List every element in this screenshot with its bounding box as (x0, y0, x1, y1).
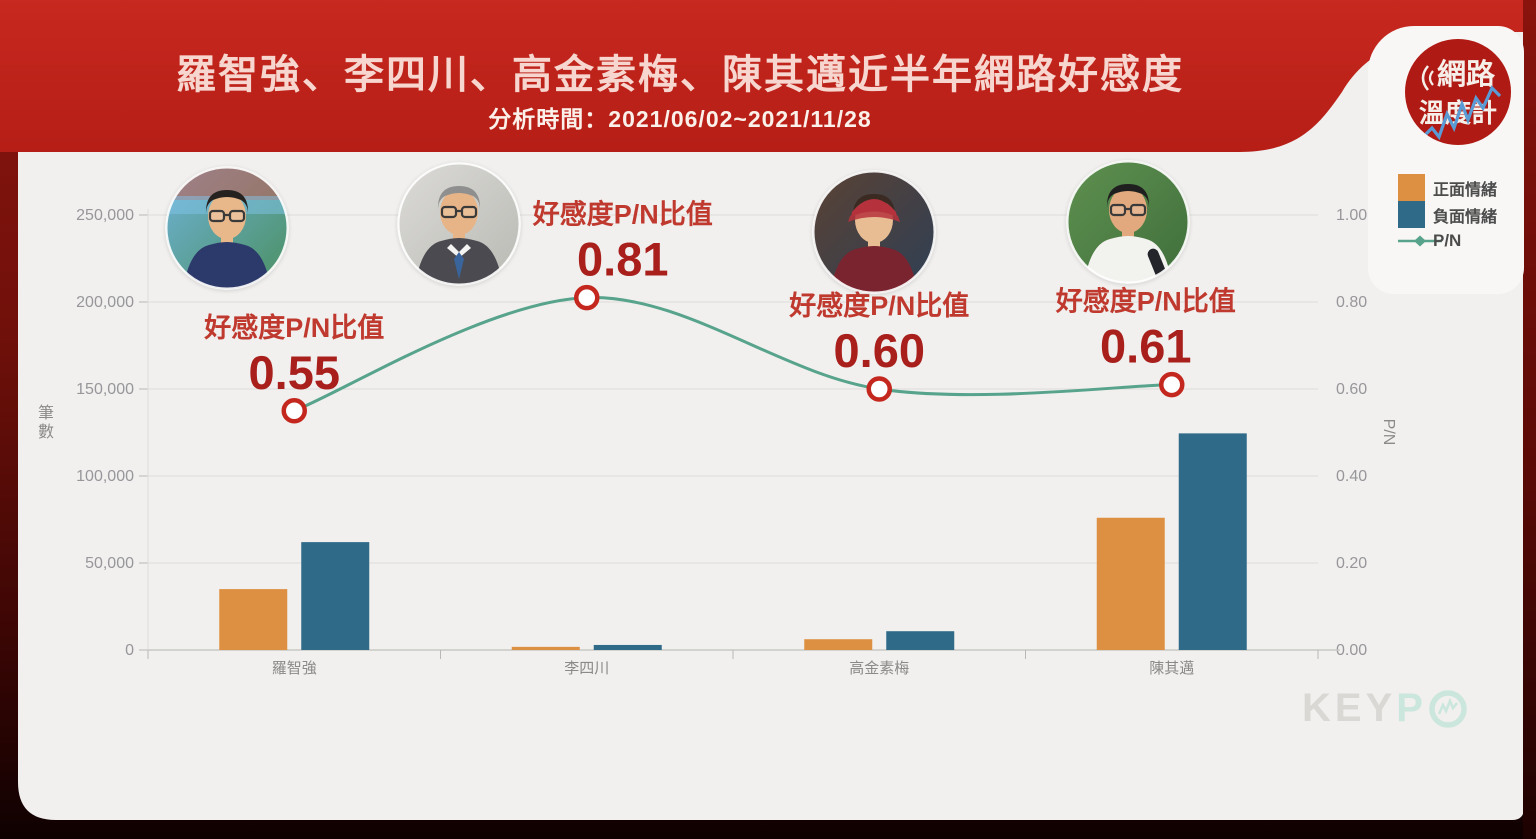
left-tick-label: 250,000 (76, 207, 134, 224)
category-label: 李四川 (564, 660, 609, 677)
left-tick-label: 100,000 (76, 468, 134, 485)
logo-wave-icon (1421, 65, 1429, 91)
category-label: 羅智強 (272, 659, 317, 677)
pn-annotation-label-2: 好感度P/N比值 (788, 290, 969, 321)
pn-annotation-value-0: 0.55 (249, 346, 340, 399)
legend-item-negative: 負面情緒 (1398, 201, 1497, 228)
keypo-circle-trend-icon (1428, 689, 1468, 729)
logo-text-line1: 網路 (1437, 58, 1496, 91)
portrait-man-with-glasses-dark-jacket-colorful-street-background (165, 166, 289, 290)
portrait-woman-red-cap-maroon-shirt-raised-fist (812, 170, 936, 294)
watermark-text: P (1396, 686, 1427, 730)
left-tick-label: 150,000 (76, 381, 134, 398)
left-tick-label: 200,000 (76, 294, 134, 311)
pn-annotation-value-3: 0.61 (1100, 320, 1191, 373)
pn-annotation-value-2: 0.60 (834, 324, 925, 377)
pn-annotation-label-0: 好感度P/N比值 (203, 312, 384, 343)
right-tick-label: 0.80 (1336, 294, 1367, 311)
bar-negative-2 (886, 631, 955, 650)
portrait-man-glasses-white-shirt-microphone-green-foliage (1066, 160, 1190, 284)
pn-annotation-label-3: 好感度P/N比值 (1055, 286, 1236, 317)
legend-label: P/N (1433, 231, 1462, 250)
pn-marker-1 (574, 284, 600, 311)
right-tick-label: 0.60 (1336, 381, 1367, 398)
right-tick-label: 1.00 (1336, 207, 1367, 224)
positive-swatch-icon (1398, 174, 1425, 201)
logo-trendline-icon (1422, 85, 1502, 141)
pn-annotation-label-1: 好感度P/N比值 (532, 199, 713, 230)
bar-negative-1 (593, 644, 662, 650)
negative-swatch-icon (1398, 201, 1425, 228)
analysis-period: 分析時間：2021/06/02~2021/11/28 (488, 106, 872, 132)
category-label: 高金素梅 (849, 660, 909, 677)
dailyview-thermometer-logo: 網路 溫度計 (1405, 39, 1511, 145)
pn-marker-3 (1159, 371, 1185, 398)
right-tick-label: 0.40 (1336, 468, 1367, 485)
legend-item-positive: 正面情緒 (1398, 174, 1497, 201)
bar-positive-3 (1096, 517, 1165, 650)
legend-item-pn: P/N (1398, 229, 1497, 253)
right-axis-title: P/N (1380, 419, 1397, 446)
left-tick-label: 0 (125, 642, 134, 659)
bar-negative-0 (301, 542, 370, 650)
legend-label: 負面情緒 (1433, 208, 1498, 226)
bar-positive-1 (511, 646, 580, 650)
right-edge-band (1523, 0, 1536, 839)
bar-negative-3 (1178, 433, 1247, 650)
watermark-text: KEY (1302, 686, 1397, 730)
chart-legend: 正面情緒 負面情緒 P/N (1398, 174, 1497, 253)
pn-marker-2 (866, 376, 892, 402)
legend-label: 正面情緒 (1433, 181, 1498, 199)
left-tick-label: 50,000 (85, 555, 134, 572)
page-title: 羅智強、李四川、高金素梅、陳其邁近半年網路好感度 (176, 53, 1184, 97)
header-ribbon (0, 0, 1536, 152)
bar-positive-2 (804, 639, 873, 650)
pn-line (293, 296, 1172, 413)
portrait-elderly-man-glasses-suit-tie-light-background (397, 162, 521, 286)
right-tick-label: 0.00 (1336, 642, 1367, 659)
pn-marker-0 (281, 398, 307, 424)
right-tick-label: 0.20 (1336, 555, 1367, 572)
keypo-watermark: KEY P (1302, 686, 1468, 731)
bar-positive-0 (219, 589, 288, 650)
pn-annotation-value-1: 0.81 (577, 233, 668, 286)
pn-line-icon (1398, 235, 1442, 247)
left-axis-title: 筆數 (38, 404, 54, 441)
logo-circle (1405, 39, 1511, 145)
logo-wave-icon-inner (1428, 70, 1434, 86)
category-label: 陳其邁 (1149, 660, 1194, 677)
